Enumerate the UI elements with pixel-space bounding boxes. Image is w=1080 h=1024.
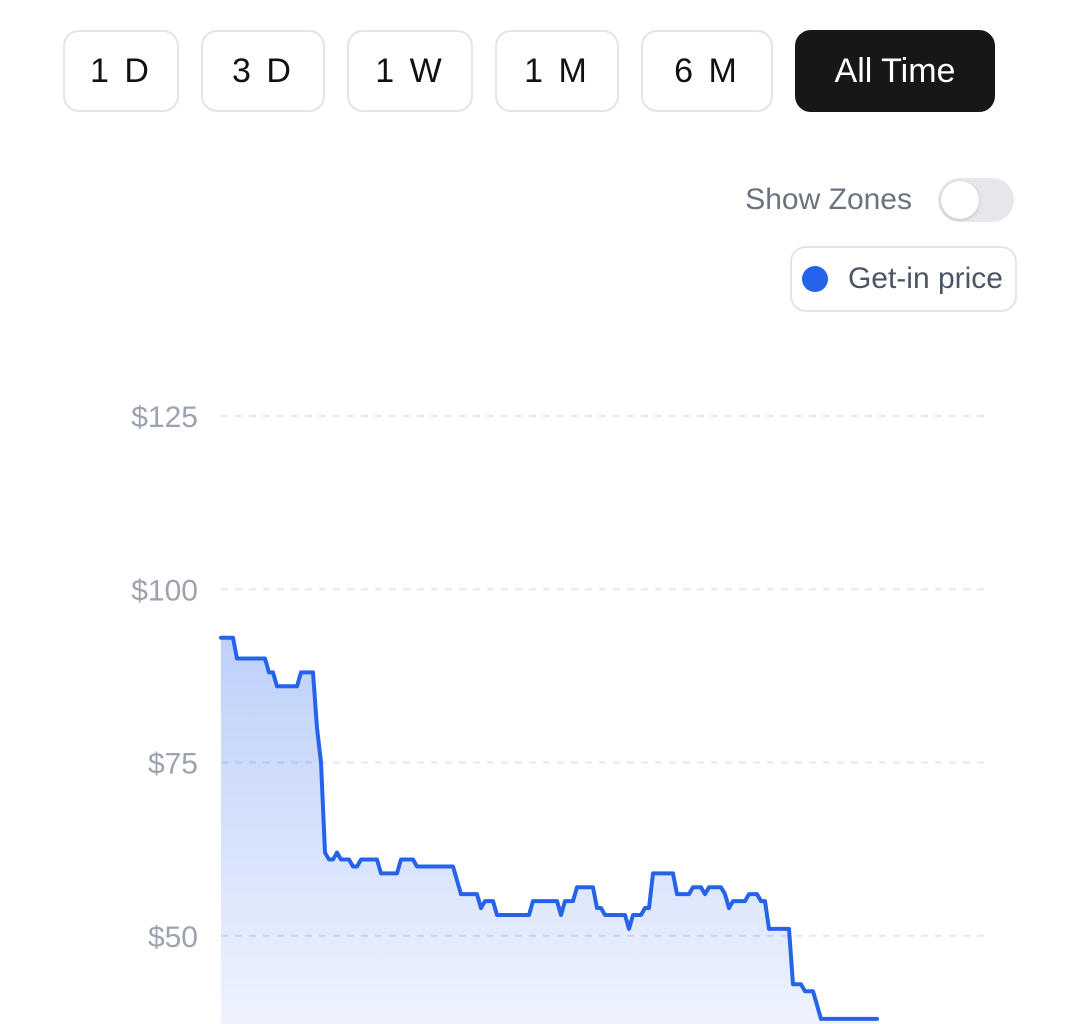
- range-button-all-time[interactable]: All Time: [795, 30, 995, 112]
- y-tick-label: $75: [148, 748, 198, 781]
- range-button-1-w[interactable]: 1 W: [347, 30, 473, 112]
- y-tick-label: $100: [131, 574, 198, 607]
- y-tick-label: $50: [148, 921, 198, 954]
- show-zones-label: Show Zones: [745, 183, 912, 216]
- show-zones-toggle[interactable]: [938, 178, 1014, 222]
- legend-label: Get-in price: [847, 262, 1003, 295]
- price-area: [221, 637, 877, 1024]
- legend-dot-icon: [801, 266, 828, 292]
- toggle-knob: [941, 181, 979, 219]
- range-button-1-m[interactable]: 1 M: [495, 30, 619, 112]
- range-button-6-m[interactable]: 6 M: [641, 30, 773, 112]
- legend-item-get-in-price[interactable]: Get-in price: [789, 246, 1017, 312]
- time-range-selector: 1 D 3 D 1 W 1 M 6 M All Time: [63, 30, 995, 112]
- show-zones-control: Show Zones: [745, 178, 1014, 222]
- range-button-3-d[interactable]: 3 D: [201, 30, 325, 112]
- y-tick-label: $125: [131, 401, 198, 434]
- range-button-1-d[interactable]: 1 D: [63, 30, 179, 112]
- series-line-get-in-price: [219, 635, 879, 1021]
